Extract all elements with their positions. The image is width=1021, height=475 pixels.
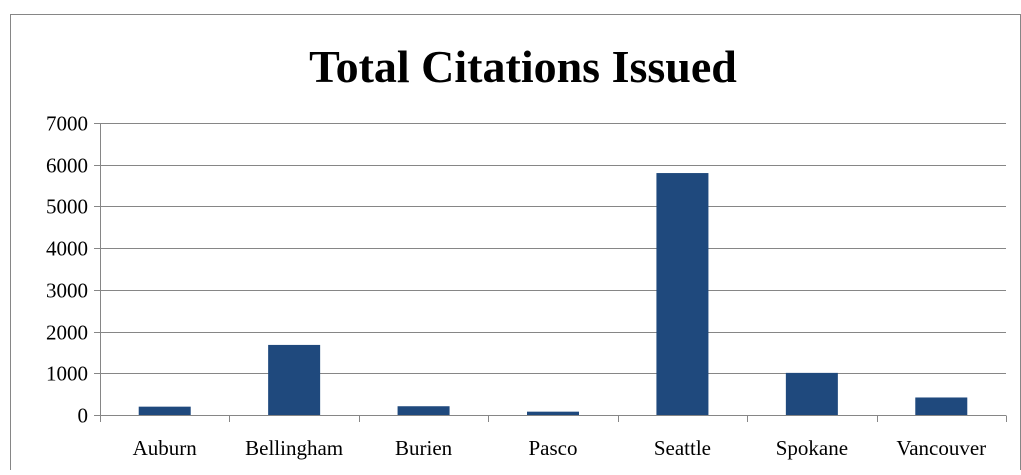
x-tick-label: Burien — [395, 436, 453, 460]
bar-pasco — [527, 411, 579, 415]
y-tick-label: 0 — [78, 404, 89, 428]
chart-border — [10, 14, 1021, 475]
x-tick-label: Pasco — [529, 436, 578, 460]
y-tick-label: 2000 — [46, 321, 88, 345]
bars — [138, 173, 968, 415]
y-axis-tick-labels: 0 1000 2000 3000 4000 5000 6000 7000 — [46, 112, 88, 428]
x-tick-label: Auburn — [133, 436, 198, 460]
chart-title: Total Citations Issued — [309, 41, 737, 92]
bar-spokane — [785, 372, 838, 415]
x-axis-tick-labels: Auburn Bellingham Burien Pasco Seattle Spokan… — [133, 436, 987, 460]
x-tick-label: Vancouver — [896, 436, 986, 460]
y-tick-label: 1000 — [46, 362, 88, 386]
y-tick-label: 5000 — [46, 195, 88, 219]
y-tick-label: 7000 — [46, 112, 88, 136]
axes — [100, 123, 1007, 422]
x-tick-label: Seattle — [654, 436, 711, 460]
x-tick-label: Bellingham — [245, 436, 343, 460]
y-tick-label: 3000 — [46, 279, 88, 303]
y-tick-label: 6000 — [46, 154, 88, 178]
bar-auburn — [138, 406, 191, 415]
y-tick-label: 4000 — [46, 237, 88, 261]
bar-bellingham — [268, 344, 321, 415]
x-tick-label: Spokane — [776, 436, 848, 460]
bar-vancouver — [915, 397, 968, 415]
bar-burien — [397, 406, 450, 415]
bar-seattle — [656, 173, 709, 415]
